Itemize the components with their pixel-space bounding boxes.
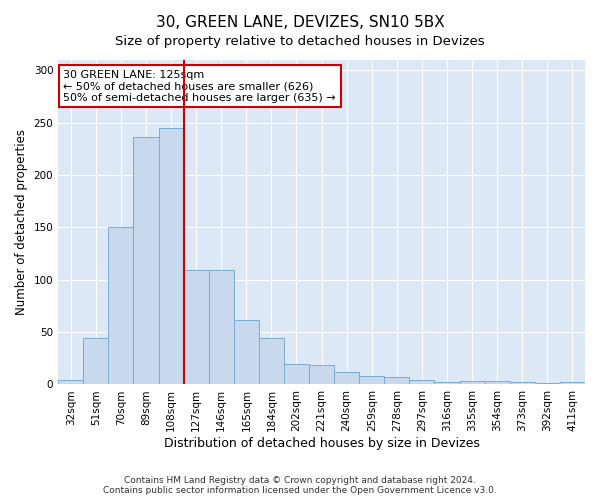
Bar	[184, 270, 209, 384]
Bar	[284, 364, 309, 384]
Bar	[510, 382, 535, 384]
Bar	[560, 382, 585, 384]
Bar	[109, 228, 133, 384]
Text: Size of property relative to detached houses in Devizes: Size of property relative to detached ho…	[115, 35, 485, 48]
Bar	[409, 380, 434, 384]
Bar	[359, 376, 385, 384]
Text: Contains HM Land Registry data © Crown copyright and database right 2024.
Contai: Contains HM Land Registry data © Crown c…	[103, 476, 497, 495]
Bar	[133, 138, 158, 384]
Bar	[485, 382, 510, 384]
Bar	[309, 364, 334, 384]
Text: 30 GREEN LANE: 125sqm
← 50% of detached houses are smaller (626)
50% of semi-det: 30 GREEN LANE: 125sqm ← 50% of detached …	[64, 70, 336, 103]
Bar	[83, 338, 109, 384]
Bar	[234, 320, 259, 384]
Y-axis label: Number of detached properties: Number of detached properties	[15, 129, 28, 315]
Bar	[334, 372, 359, 384]
Bar	[209, 270, 234, 384]
Bar	[460, 382, 485, 384]
X-axis label: Distribution of detached houses by size in Devizes: Distribution of detached houses by size …	[164, 437, 479, 450]
Bar	[385, 377, 409, 384]
Bar	[259, 338, 284, 384]
Bar	[158, 128, 184, 384]
Bar	[434, 382, 460, 384]
Text: 30, GREEN LANE, DEVIZES, SN10 5BX: 30, GREEN LANE, DEVIZES, SN10 5BX	[155, 15, 445, 30]
Bar	[58, 380, 83, 384]
